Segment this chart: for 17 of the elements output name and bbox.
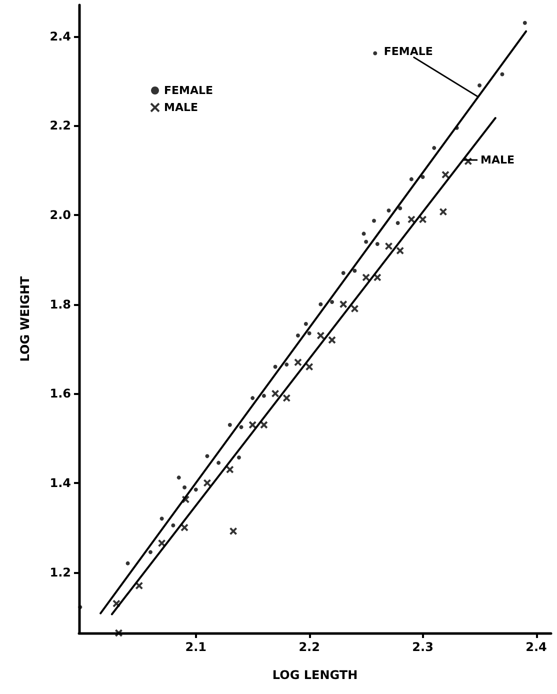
x-axis-title: LOG LENGTH [272,668,358,682]
x-tick-label: 2.1 [185,640,206,654]
annotation: MALE [480,153,514,166]
y-tick-label: 2.0 [50,208,71,222]
y-tick-label: 1.2 [50,565,71,580]
x-tick-label: 2.3 [412,640,434,654]
x-tick-label: 2.4 [526,640,547,654]
y-tick-label: 1.8 [50,297,71,312]
y-axis-title: LOG WEIGHT [18,275,32,362]
annotation: FEMALE [384,45,433,58]
y-tick-label: 2.4 [50,29,71,44]
y-tick-label: 2.2 [50,118,71,133]
y-tick-label: 1.4 [50,476,71,490]
legend-label: MALE [164,101,198,114]
x-tick-label: 2.2 [298,640,320,654]
legend-label: FEMALE [164,84,214,97]
y-tick-label: 1.6 [50,386,71,401]
